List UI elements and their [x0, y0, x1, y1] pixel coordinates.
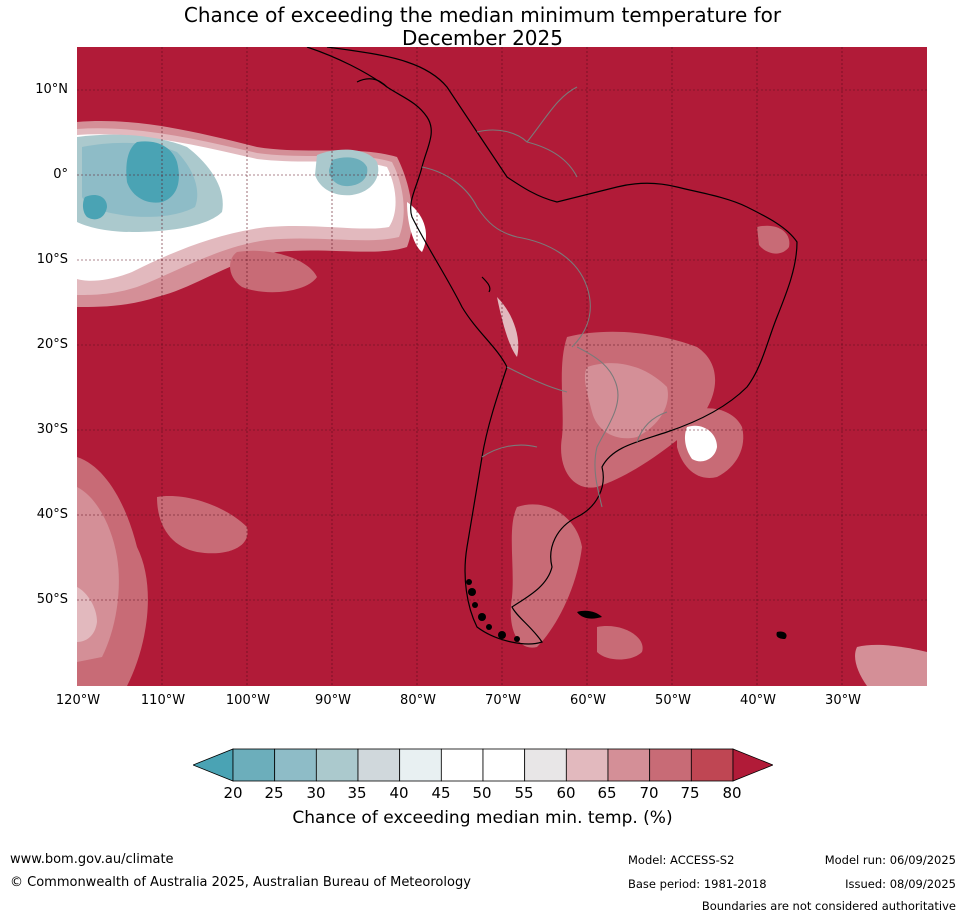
lon-label-30w: 30°W [825, 693, 861, 708]
disclaimer-text: Boundaries are not considered authoritat… [701, 899, 956, 913]
lon-label-70w: 70°W [485, 693, 521, 708]
map-gridlines [77, 47, 927, 686]
colorbar-tick-50: 50 [472, 784, 492, 802]
patagonia-islands [466, 579, 787, 642]
south-pacific-patches [77, 250, 927, 686]
coastline [306, 47, 798, 645]
lat-label-10n: 10°N [35, 82, 68, 97]
colorbar-swatches [191, 748, 775, 782]
colorbar-tick-35: 35 [347, 784, 367, 802]
colorbar-tick-55: 55 [514, 784, 534, 802]
colorbar-label: Chance of exceeding median min. temp. (%… [292, 808, 673, 828]
base-period-text: Base period: 1981-2018 [628, 877, 767, 891]
south-america-patches [407, 202, 790, 660]
colorbar-tick-65: 65 [597, 784, 617, 802]
colorbar-tick-70: 70 [639, 784, 659, 802]
map-panel [77, 47, 927, 686]
colorbar-tick-20: 20 [223, 784, 243, 802]
lat-label-50s: 50°S [36, 592, 68, 607]
colorbar-swatch [232, 748, 276, 782]
title-line-2: December 2025 [402, 26, 563, 50]
colorbar-graphic [191, 748, 775, 782]
colorbar-tick-75: 75 [680, 784, 700, 802]
lon-label-100w: 100°W [225, 693, 271, 708]
lat-label-10s: 10°S [36, 252, 68, 267]
colorbar-tick-80: 80 [722, 784, 742, 802]
colorbar-swatch [315, 748, 359, 782]
lat-label-30s: 30°S [36, 422, 68, 437]
colorbar-tick-30: 30 [306, 784, 326, 802]
colorbar-swatch [649, 748, 692, 782]
title-line-1: Chance of exceeding the median minimum t… [183, 3, 782, 27]
lon-label-40w: 40°W [740, 693, 776, 708]
colorbar-swatch [357, 748, 401, 782]
colorbar-swatch [399, 748, 442, 782]
lon-label-110w: 110°W [140, 693, 186, 708]
colorbar-swatch [440, 748, 484, 782]
colorbar-tick-45: 45 [431, 784, 451, 802]
country-borders [421, 86, 668, 508]
colorbar-arrow-high [732, 748, 775, 782]
copyright-text: © Commonwealth of Australia 2025, Austra… [10, 875, 471, 890]
colorbar-swatch [607, 748, 651, 782]
colorbar-swatch [565, 748, 609, 782]
lat-label-20s: 20°S [36, 337, 68, 352]
model-text: Model: ACCESS-S2 [628, 853, 735, 867]
model-run-text: Model run: 06/09/2025 [824, 853, 956, 867]
lon-label-50w: 50°W [655, 693, 691, 708]
colorbar [191, 747, 775, 783]
website-link[interactable]: www.bom.gov.au/climate [10, 852, 174, 867]
lon-label-60w: 60°W [570, 693, 606, 708]
lat-label-0: 0° [53, 167, 68, 182]
equatorial-pacific-anomaly [77, 121, 413, 307]
colorbar-swatch [482, 748, 526, 782]
lon-label-80w: 80°W [400, 693, 436, 708]
colorbar-tick-60: 60 [556, 784, 576, 802]
colorbar-swatch [690, 748, 734, 782]
lat-label-40s: 40°S [36, 507, 68, 522]
probability-map [77, 47, 927, 686]
lon-label-120w: 120°W [55, 693, 101, 708]
lon-label-90w: 90°W [315, 693, 351, 708]
colorbar-tick-40: 40 [389, 784, 409, 802]
colorbar-arrow-low [191, 748, 234, 782]
issued-text: Issued: 08/09/2025 [845, 877, 956, 891]
colorbar-swatch [524, 748, 567, 782]
map-title: Chance of exceeding the median minimum t… [0, 4, 965, 50]
colorbar-swatch [274, 748, 317, 782]
colorbar-tick-25: 25 [264, 784, 284, 802]
